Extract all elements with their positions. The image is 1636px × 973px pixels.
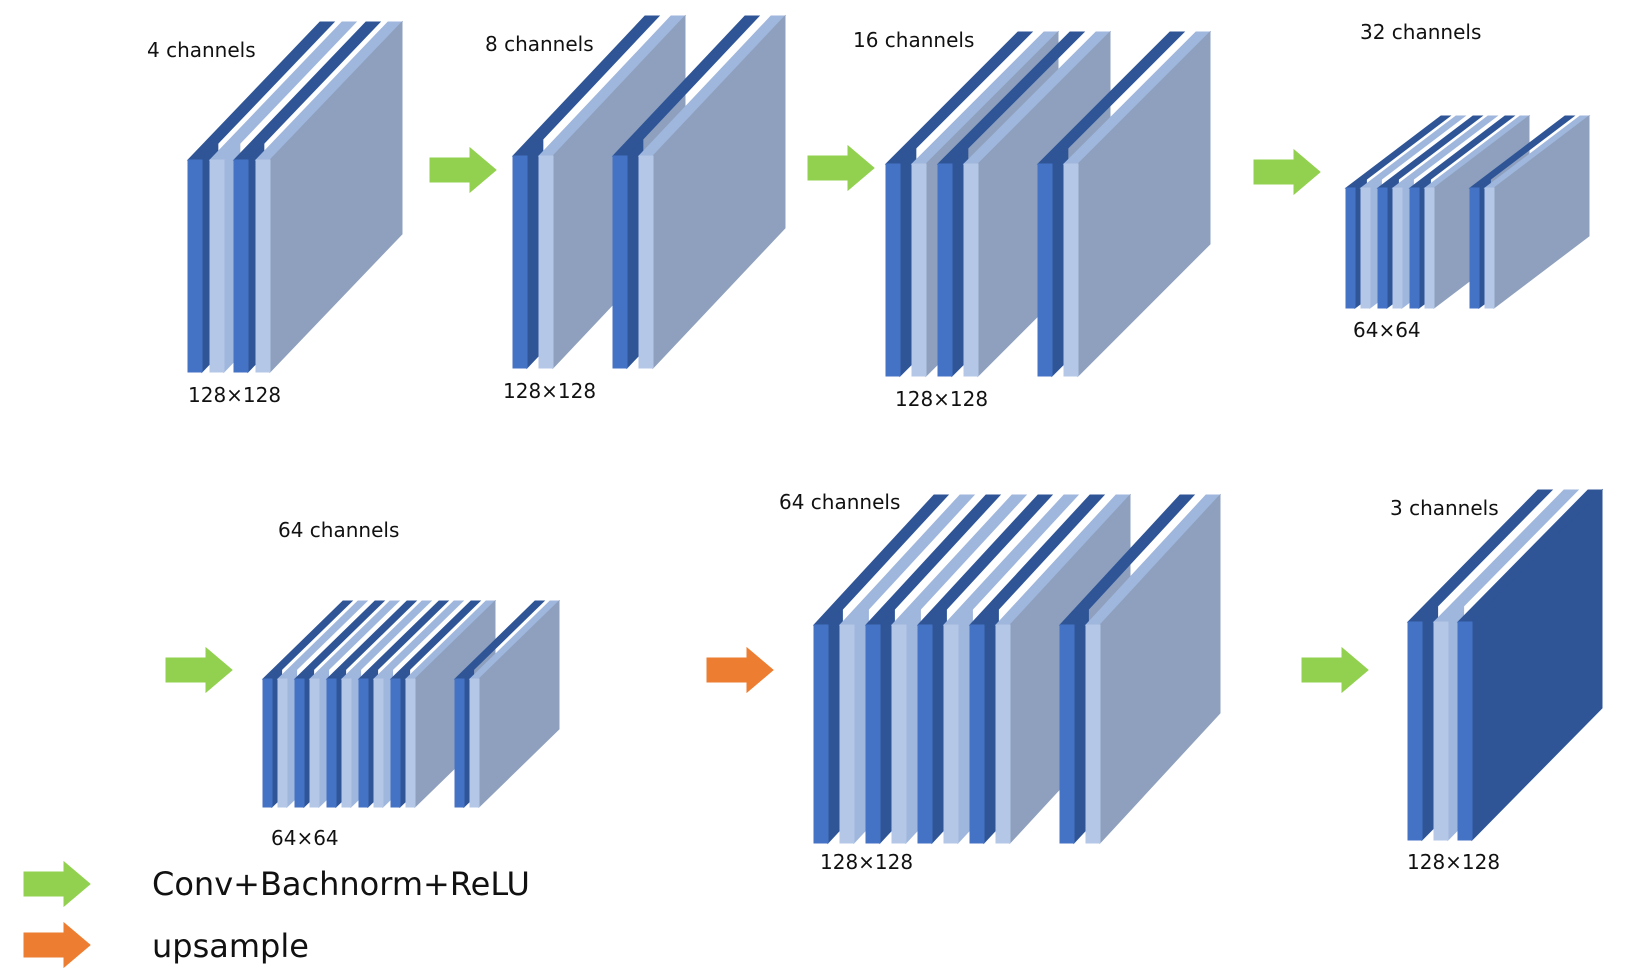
- block-4-size-label: 64×64: [1353, 318, 1421, 342]
- block-5-sheet-10-front: [454, 678, 465, 808]
- block-5-sheet-7-front: [373, 678, 384, 808]
- block-5-sheet-6-front: [358, 678, 369, 808]
- block-3-sheet-5-front: [1063, 163, 1079, 377]
- block-6-sheet-4-front: [917, 624, 933, 844]
- block-4-sheet-3-front: [1392, 187, 1403, 309]
- block-3-size-label: 128×128: [895, 387, 989, 411]
- block-5-sheet-11-front: [469, 678, 480, 808]
- block-7-channels-label: 3 channels: [1390, 496, 1499, 520]
- block-5-sheet-4-front: [326, 678, 337, 808]
- block-2-sheet-3-front: [638, 155, 654, 369]
- block-3-sheet-4-front: [1037, 163, 1053, 377]
- block-2-sheet-1-front: [538, 155, 554, 369]
- block-1-channels-label: 4 channels: [147, 38, 256, 62]
- block-1-sheet-3-front: [255, 159, 271, 373]
- block-5-sheet-0-front: [262, 678, 273, 808]
- block-4-sheet-7-front: [1484, 187, 1495, 309]
- block-5-sheet-1-front: [277, 678, 288, 808]
- block-5-size-label: 64×64: [271, 826, 339, 850]
- block-1-sheet-3-face: [269, 20, 403, 374]
- block-6-sheet-6-front: [969, 624, 985, 844]
- block-7-sheet-0-front: [1407, 621, 1423, 841]
- arrow-upsample-1: [706, 646, 774, 694]
- block-3-sheet-1-front: [911, 163, 927, 377]
- block-2-sheet-0-front: [512, 155, 528, 369]
- block-5-sheet-9-front: [405, 678, 416, 808]
- block-3-channels-label: 16 channels: [853, 28, 975, 52]
- block-6-sheet-1-front: [839, 624, 855, 844]
- block-1-sheet-2-front: [233, 159, 249, 373]
- block-5-sheet-8-front: [390, 678, 401, 808]
- block-4-sheet-4-front: [1409, 187, 1420, 309]
- legend-conv-arrow: [23, 860, 91, 908]
- legend-upsample-label: upsample: [152, 927, 309, 965]
- block-6-sheet-5-front: [943, 624, 959, 844]
- block-3-sheet-3-front: [963, 163, 979, 377]
- block-5-sheet-2-front: [294, 678, 305, 808]
- block-6-sheet-0-front: [813, 624, 829, 844]
- legend-upsample-arrow: [23, 921, 91, 969]
- arrow-conv-2: [807, 144, 875, 192]
- block-1-sheet-1-front: [209, 159, 225, 373]
- block-4-sheet-6-front: [1469, 187, 1480, 309]
- block-6-sheet-2-front: [865, 624, 881, 844]
- block-4-sheet-0-front: [1345, 187, 1356, 309]
- block-4-sheet-1-front: [1360, 187, 1371, 309]
- block-6-sheet-9-front: [1085, 624, 1101, 844]
- block-6-sheet-8-front: [1059, 624, 1075, 844]
- legend-conv-label: Conv+Bachnorm+ReLU: [152, 865, 530, 903]
- block-7-sheet-2-front: [1457, 621, 1473, 841]
- block-5-channels-label: 64 channels: [278, 518, 400, 542]
- block-4-channels-label: 32 channels: [1360, 20, 1482, 44]
- arrow-conv-1: [429, 146, 497, 194]
- block-1-sheet-0-front: [187, 159, 203, 373]
- block-6-sheet-7-front: [995, 624, 1011, 844]
- block-5-sheet-3-front: [309, 678, 320, 808]
- block-4-sheet-5-front: [1424, 187, 1435, 309]
- block-2-size-label: 128×128: [503, 379, 597, 403]
- arrow-conv-3: [1253, 148, 1321, 196]
- block-7-sheet-1-front: [1433, 621, 1449, 841]
- block-6-sheet-3-front: [891, 624, 907, 844]
- arrow-conv-4: [165, 646, 233, 694]
- arrow-conv-5: [1301, 646, 1369, 694]
- block-6-size-label: 128×128: [820, 850, 914, 874]
- block-1-size-label: 128×128: [188, 383, 282, 407]
- block-6-channels-label: 64 channels: [779, 490, 901, 514]
- block-2-sheet-2-front: [612, 155, 628, 369]
- block-5-sheet-5-front: [341, 678, 352, 808]
- block-3-sheet-0-front: [885, 163, 901, 377]
- block-2-channels-label: 8 channels: [485, 32, 594, 56]
- block-4-sheet-2-front: [1377, 187, 1388, 309]
- block-3-sheet-2-front: [937, 163, 953, 377]
- block-7-size-label: 128×128: [1407, 850, 1501, 874]
